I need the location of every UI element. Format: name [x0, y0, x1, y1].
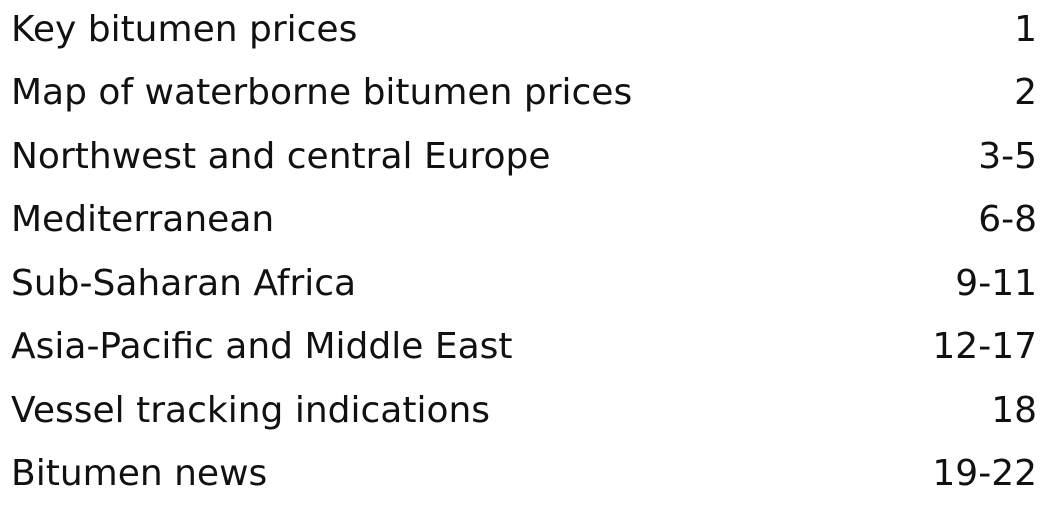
- toc-entry-sub-saharan-africa[interactable]: Sub-Saharan Africa 9-11: [11, 252, 1037, 316]
- toc-entry-title: Mediterranean: [11, 199, 275, 241]
- toc-entry-page: 12-17: [932, 326, 1037, 368]
- toc-entry-bitumen-news[interactable]: Bitumen news 19-22: [11, 443, 1037, 506]
- toc-entry-page: 2: [1014, 72, 1037, 114]
- table-of-contents: Key bitumen prices 1 Map of waterborne b…: [11, 0, 1037, 506]
- toc-entry-title: Key bitumen prices: [11, 8, 358, 50]
- toc-entry-page: 19-22: [932, 453, 1037, 495]
- toc-entry-page: 3-5: [978, 135, 1037, 177]
- toc-entry-map-of-waterborne-bitumen-prices[interactable]: Map of waterborne bitumen prices 2: [11, 62, 1037, 126]
- toc-entry-northwest-and-central-europe[interactable]: Northwest and central Europe 3-5: [11, 125, 1037, 189]
- toc-entry-title: Asia-Pacific and Middle East: [11, 326, 513, 368]
- toc-entry-title: Sub-Saharan Africa: [11, 262, 357, 304]
- toc-entry-title: Vessel tracking indications: [11, 389, 491, 431]
- toc-entry-page: 18: [991, 389, 1037, 431]
- toc-entry-page: 9-11: [955, 262, 1037, 304]
- toc-entry-title: Map of waterborne bitumen prices: [11, 72, 633, 114]
- toc-entry-title: Northwest and central Europe: [11, 135, 551, 177]
- toc-entry-page: 6-8: [978, 199, 1037, 241]
- toc-entry-page: 1: [1014, 8, 1037, 50]
- toc-entry-key-bitumen-prices[interactable]: Key bitumen prices 1: [11, 0, 1037, 62]
- toc-entry-title: Bitumen news: [11, 453, 268, 495]
- toc-entry-vessel-tracking-indications[interactable]: Vessel tracking indications 18: [11, 379, 1037, 443]
- toc-entry-mediterranean[interactable]: Mediterranean 6-8: [11, 189, 1037, 253]
- toc-entry-asia-pacific-and-middle-east[interactable]: Asia-Pacific and Middle East 12-17: [11, 316, 1037, 380]
